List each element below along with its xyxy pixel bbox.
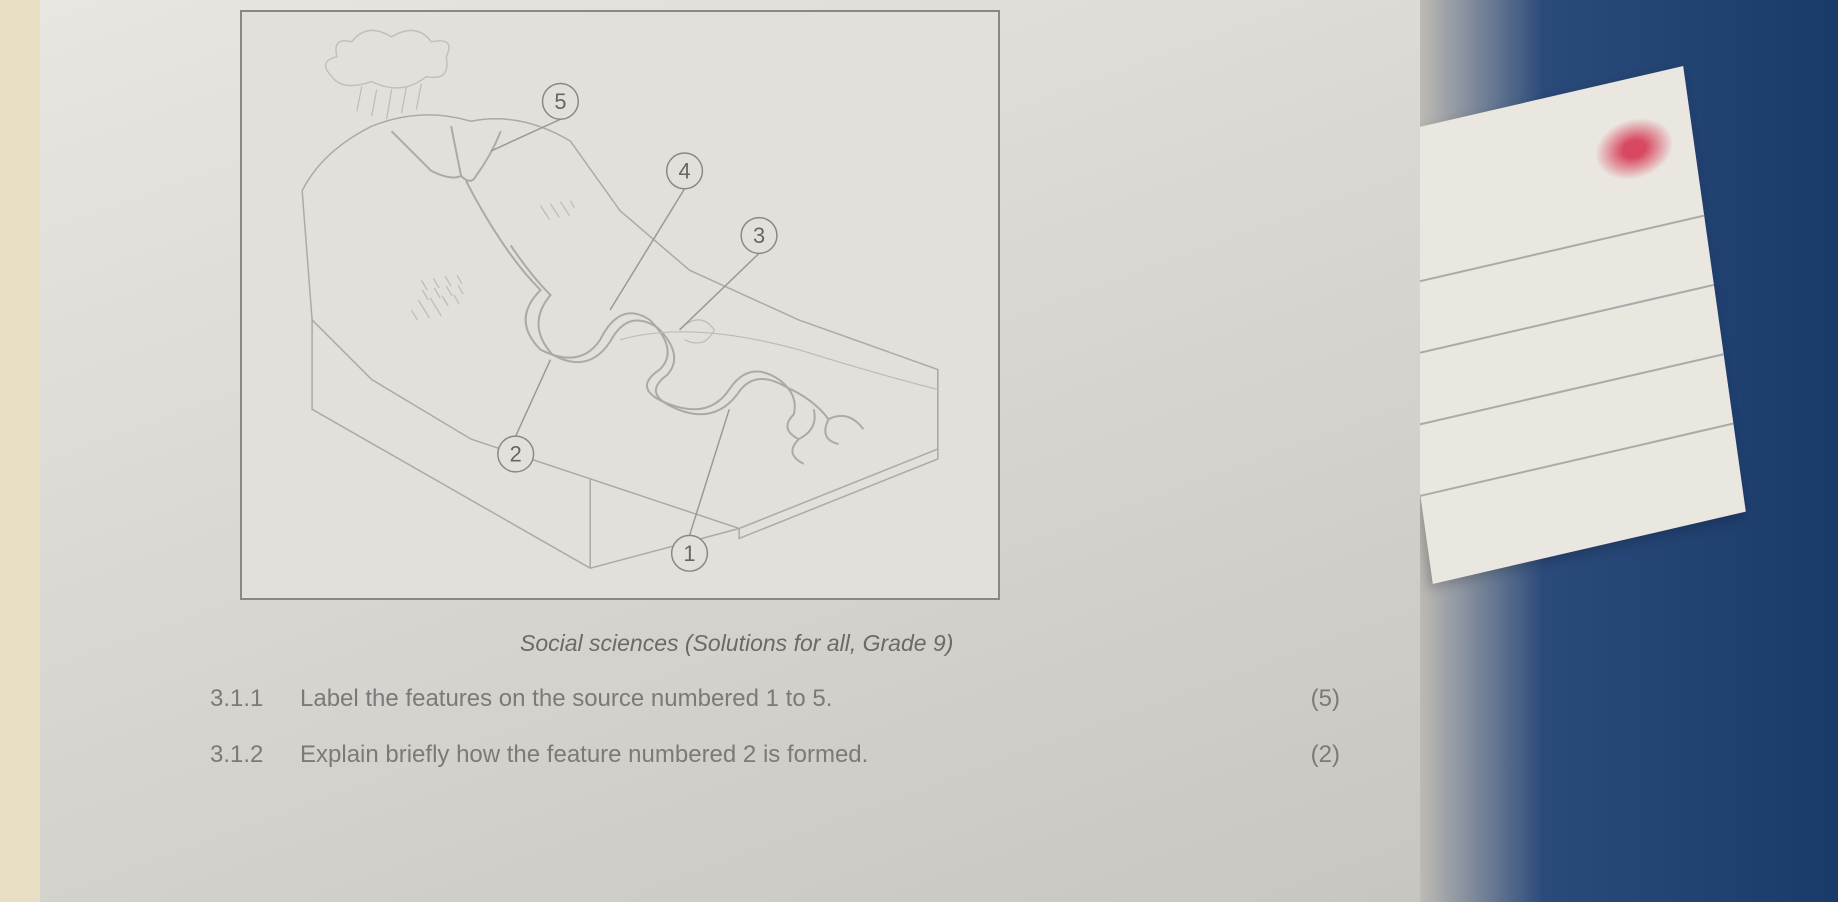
- question-number: 3.1.2: [210, 741, 300, 769]
- cloud-shape: [326, 30, 449, 87]
- leader-1: [690, 409, 730, 535]
- label-circle-5: 5: [543, 84, 579, 120]
- svg-text:2: 2: [510, 441, 522, 466]
- label-circle-2: 2: [498, 436, 534, 472]
- terrain-block-right: [739, 370, 938, 539]
- question-text: Label the features on the source numbere…: [300, 685, 1260, 713]
- questions-block: 3.1.1 Label the features on the source n…: [210, 685, 1380, 769]
- river-diagram-frame: 5 4 3 2 1: [240, 10, 1000, 600]
- svg-text:1: 1: [683, 541, 695, 566]
- question-number: 3.1.1: [210, 685, 300, 713]
- svg-text:3: 3: [753, 223, 765, 248]
- river-upper-tributaries: [392, 126, 501, 240]
- vegetation-patch-1: [541, 201, 575, 220]
- question-marks: (2): [1260, 741, 1340, 769]
- terrain-block-top: [302, 115, 938, 529]
- question-marks: (5): [1260, 685, 1340, 713]
- river-meanders-bank: [511, 245, 787, 414]
- svg-text:4: 4: [678, 158, 690, 183]
- question-row: 3.1.2 Explain briefly how the feature nu…: [210, 741, 1380, 769]
- label-circle-1: 1: [672, 535, 708, 571]
- source-attribution: Social sciences (Solutions for all, Grad…: [520, 630, 1380, 657]
- svg-text:5: 5: [554, 89, 566, 114]
- vegetation-patch-2: [411, 275, 463, 320]
- question-text: Explain briefly how the feature numbered…: [300, 741, 1260, 769]
- leader-4: [610, 189, 684, 310]
- left-page-edge: [0, 0, 40, 902]
- rain-strokes: [357, 84, 422, 120]
- desk-background: [1418, 0, 1838, 902]
- leader-2: [516, 360, 551, 436]
- leader-3: [680, 253, 759, 329]
- label-circle-4: 4: [667, 153, 703, 189]
- background-paper-stack: [1370, 66, 1746, 584]
- river-diagram-svg: 5 4 3 2 1: [242, 12, 998, 598]
- river-meanders: [501, 240, 779, 409]
- question-row: 3.1.1 Label the features on the source n…: [210, 685, 1380, 713]
- worksheet-page: 5 4 3 2 1 Social sciences (Solutions for…: [40, 0, 1420, 902]
- river-delta: [779, 379, 863, 463]
- label-circle-3: 3: [741, 218, 777, 254]
- leader-5: [491, 119, 561, 151]
